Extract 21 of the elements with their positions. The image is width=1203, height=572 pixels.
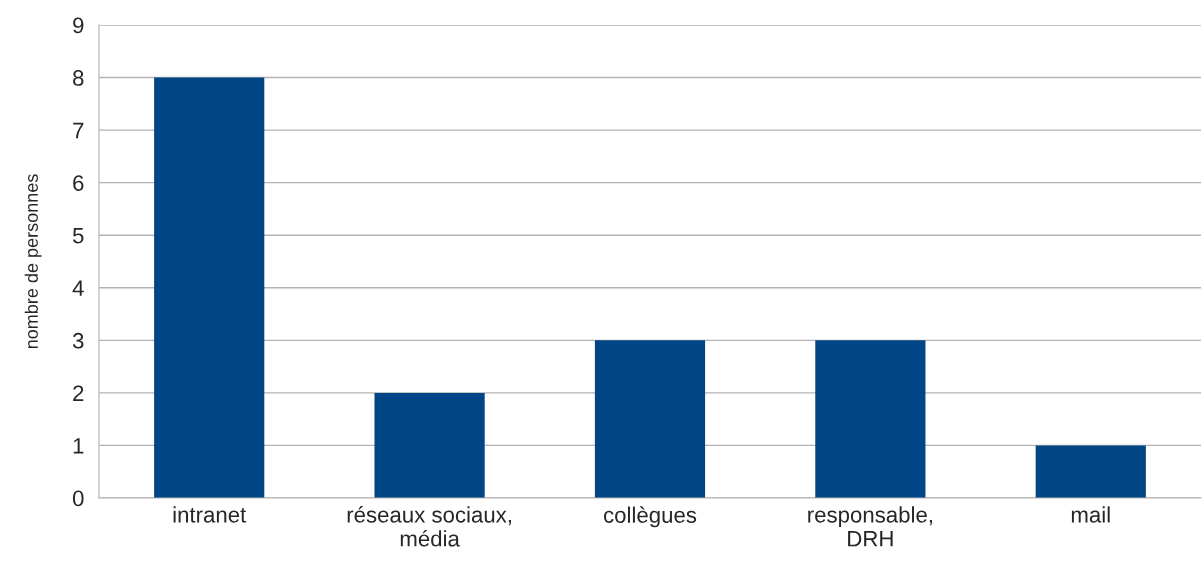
y-tick-label: 9 bbox=[73, 17, 84, 34]
bar bbox=[1035, 445, 1146, 498]
y-tick-label: 2 bbox=[73, 385, 84, 401]
y-tick-label: 6 bbox=[73, 175, 84, 191]
y-tick-label: 7 bbox=[73, 122, 84, 139]
y-tick-label: 8 bbox=[73, 70, 84, 86]
y-tick-label: 0 bbox=[72, 490, 84, 507]
y-axis-title: nombre de personnes bbox=[24, 174, 42, 349]
bar bbox=[154, 77, 265, 498]
bar bbox=[374, 392, 485, 498]
x-tick-label: mail bbox=[1071, 506, 1110, 523]
bar bbox=[815, 340, 926, 498]
y-tick-label: 4 bbox=[72, 280, 84, 296]
x-tick-label: réseaux sociaux, média bbox=[347, 506, 511, 547]
y-tick-label: 1 bbox=[73, 438, 84, 454]
y-tick-label: 5 bbox=[72, 227, 84, 244]
bar bbox=[594, 340, 706, 498]
x-tick-label: intranet bbox=[173, 506, 247, 523]
y-tick-label: 3 bbox=[72, 332, 84, 349]
x-tick-label: responsable, DRH bbox=[808, 506, 932, 547]
x-tick-label: collègues bbox=[603, 506, 697, 528]
